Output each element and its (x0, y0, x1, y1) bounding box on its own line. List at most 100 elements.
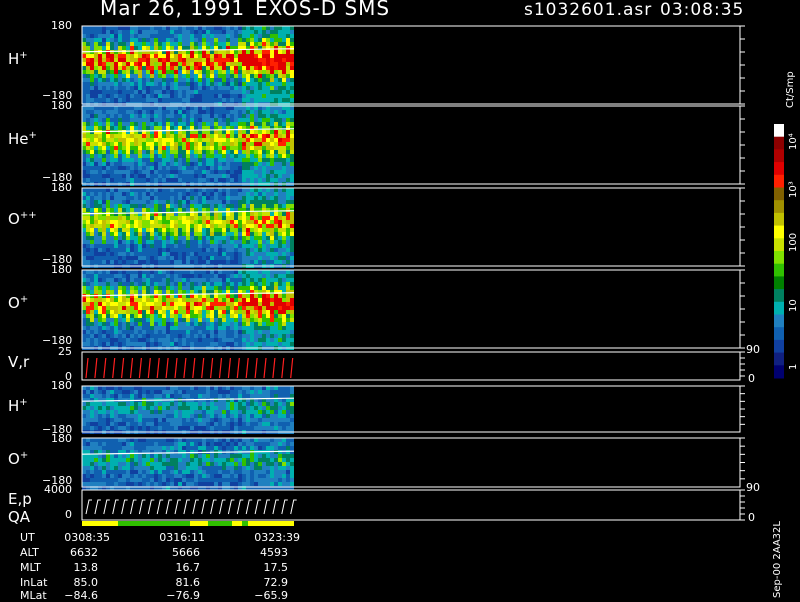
spectrogram-cell (182, 98, 186, 102)
spectrogram-cell (154, 422, 158, 426)
spectrogram-cell (202, 66, 206, 70)
spectrogram-cell (98, 306, 102, 310)
spectrogram-cell (198, 46, 202, 50)
spectrogram-cell (214, 334, 218, 338)
spectrogram-cell (166, 188, 170, 192)
spectrogram-cell (186, 70, 190, 74)
spectrogram-cell (290, 126, 294, 130)
spectrogram-cell (242, 394, 246, 398)
spectrogram-cell (194, 394, 198, 398)
spectrogram-cell (270, 162, 274, 166)
spectrogram-cell (190, 278, 194, 282)
spectrogram-cell (178, 274, 182, 278)
spectrogram-cell (206, 178, 210, 182)
spectrogram-cell (254, 232, 258, 236)
spectrogram-cell (222, 38, 226, 42)
spectrogram-cell (94, 454, 98, 458)
spectrogram-cell (162, 98, 166, 102)
spectrogram-cell (182, 62, 186, 66)
spectrogram-cell (126, 236, 130, 240)
spectrogram-cell (202, 252, 206, 256)
spectrogram-cell (258, 26, 262, 30)
spectrogram-cell (82, 282, 86, 286)
spectrogram-cell (142, 252, 146, 256)
spectrogram-cell (162, 46, 166, 50)
spectrogram-cell (110, 274, 114, 278)
spectrogram-cell (190, 410, 194, 414)
spectrogram-cell (86, 122, 90, 126)
spectrogram-cell (94, 422, 98, 426)
spectrogram-cell (194, 170, 198, 174)
spectrogram-cell (290, 70, 294, 74)
spectrogram-cell (230, 138, 234, 142)
spectrogram-cell (246, 220, 250, 224)
spectrogram-cell (174, 146, 178, 150)
spectrogram-cell (258, 302, 262, 306)
spectrogram-cell (170, 90, 174, 94)
spectrogram-cell (186, 46, 190, 50)
spectrogram-cell (274, 232, 278, 236)
spectrogram-cell (102, 70, 106, 74)
spectrogram-cell (238, 318, 242, 322)
spectrogram-cell (210, 282, 214, 286)
spectrogram-cell (90, 224, 94, 228)
spectrogram-cell (250, 110, 254, 114)
spectrogram-cell (206, 224, 210, 228)
spectrogram-cell (286, 224, 290, 228)
spectrogram-cell (262, 196, 266, 200)
spectrogram-cell (170, 70, 174, 74)
spectrogram-cell (242, 228, 246, 232)
spectrogram-cell (194, 342, 198, 346)
spectrogram-cell (98, 414, 102, 418)
spectrogram-cell (262, 70, 266, 74)
spectrogram-cell (254, 310, 258, 314)
spectrogram-cell (134, 110, 138, 114)
spectrogram-cell (266, 322, 270, 326)
spectrogram-cell (286, 220, 290, 224)
spectrogram-cell (246, 50, 250, 54)
spectrogram-cell (238, 342, 242, 346)
spectrogram-cell (238, 82, 242, 86)
spectrogram-cell (246, 74, 250, 78)
spectrogram-cell (242, 54, 246, 58)
spectrogram-cell (290, 114, 294, 118)
spectrogram-cell (270, 240, 274, 244)
spectrogram-cell (126, 306, 130, 310)
spectrogram-cell (286, 174, 290, 178)
spectrogram-cell (238, 334, 242, 338)
spectrogram-cell (182, 334, 186, 338)
spectrogram-cell (186, 82, 190, 86)
spectrogram-cell (142, 260, 146, 264)
spectrogram-cell (290, 200, 294, 204)
spectrogram-cell (126, 98, 130, 102)
spectrogram-cell (186, 334, 190, 338)
spectrogram-cell (150, 142, 154, 146)
spectrogram-cell (274, 38, 278, 42)
spectrogram-cell (206, 314, 210, 318)
spectrogram-cell (218, 426, 222, 430)
spectrogram-cell (114, 390, 118, 394)
spectrogram-cell (94, 290, 98, 294)
spectrogram-cell (150, 66, 154, 70)
spectrogram-cell (94, 220, 98, 224)
spectrogram-cell (214, 170, 218, 174)
spectrogram-cell (218, 118, 222, 122)
spectrogram-cell (106, 278, 110, 282)
spectrogram-cell (126, 94, 130, 98)
spectrogram-cell (182, 414, 186, 418)
spectrogram-cell (158, 318, 162, 322)
spectrogram-cell (234, 298, 238, 302)
spectrogram-cell (90, 42, 94, 46)
spectrogram-cell (166, 142, 170, 146)
spectrogram-cell (250, 256, 254, 260)
spectrogram-cell (214, 342, 218, 346)
spectrogram-cell (158, 30, 162, 34)
spectrogram-cell (214, 390, 218, 394)
spectrogram-cell (134, 228, 138, 232)
spectrogram-cell (238, 338, 242, 342)
spectrogram-cell (102, 38, 106, 42)
spectrogram-cell (86, 94, 90, 98)
spectrogram-cell (266, 54, 270, 58)
spectrogram-cell (174, 256, 178, 260)
spectrogram-cell (202, 314, 206, 318)
